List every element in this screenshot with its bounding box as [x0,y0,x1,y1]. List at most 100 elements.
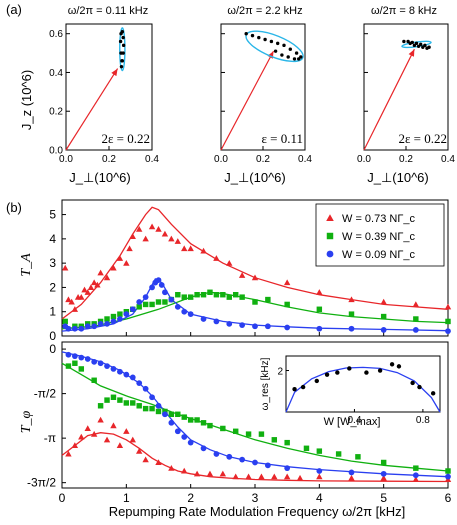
data-point [71,306,79,312]
y-tick-label: -π [44,431,56,445]
data-point [265,296,271,303]
data-point [110,394,117,401]
data-point [355,454,361,460]
data-point [181,308,188,315]
data-point [348,474,355,481]
data-point [213,291,220,298]
panel-a1-x-axis-label: J_⊥(10^6) [69,170,131,185]
data-point [252,459,258,466]
data-point [347,366,352,371]
x-tick-label: 0.0 [214,154,228,165]
data-point [181,294,187,300]
data-point [335,451,342,457]
panel-a1-annotation: 2ε = 0.22 [101,131,150,146]
x-tick-label: 0 [59,491,66,505]
data-point [245,473,252,480]
data-point [136,403,142,409]
data-point [155,408,162,415]
x-tick-label: 0.2 [256,154,270,165]
data-point [142,301,149,308]
data-point [284,465,291,472]
data-point [94,281,101,288]
data-point [194,417,200,423]
fit-curve [61,362,449,472]
legend-marker [326,250,334,258]
data-point [104,320,110,327]
data-point [193,470,201,477]
panel-a1-title: ω/2π = 0.11 kHz [68,5,148,17]
panel-a-label: (a) [6,2,22,17]
data-point [380,298,387,305]
x-tick-label: 0.2 [102,154,116,165]
data-point [104,363,110,369]
fit-curve [61,351,449,478]
data-point [263,37,267,42]
legend-label: W = 0.39 NΓ_c [342,231,416,243]
data-point [416,44,421,48]
data-point [292,386,297,392]
y-tick-label: 1 [49,305,56,319]
data-point [104,316,110,322]
data-point [232,473,239,480]
data-point [181,467,188,474]
data-point [412,327,419,333]
data-point [149,284,155,291]
panel-b-x-axis-label: Repumping Rate Modulation Frequency ω/2π… [109,504,406,519]
data-point [91,323,98,330]
data-point [232,428,239,435]
fit-curve [61,291,449,330]
data-point [110,264,117,271]
data-point [412,43,417,48]
data-point [389,362,395,367]
data-point [65,351,72,358]
panel-a1-y-axis-label: J_z (10^6) [19,70,34,130]
data-point [71,442,79,449]
data-point [72,360,78,366]
data-point [103,274,111,281]
panel-a3-title: ω/2π = 8 kHz [371,5,437,17]
data-point [283,279,291,286]
x-tick-label: 0.4 [347,415,361,426]
legend: W = 0.73 NΓ_c W = 0.39 NΓ_c W = 0.09 NΓ_c [315,203,445,267]
data-point [324,372,330,377]
data-point [316,306,323,313]
data-point [377,368,383,373]
data-point [244,31,248,36]
data-point [421,45,425,49]
panel-a3-x-axis-label: J_⊥(10^6) [367,170,429,185]
data-point [402,39,406,44]
vector-arrow [363,48,415,151]
data-point [412,472,419,479]
data-point [78,433,85,440]
data-point [117,397,123,403]
data-point [142,405,149,412]
data-point [129,374,136,381]
data-point [81,286,88,293]
panel-a3-annotation: 2ε = 0.22 [398,131,447,146]
inset-frame [285,355,441,413]
data-point [155,402,162,409]
data-point [252,299,258,305]
panel-b-bottom-y-axis-label: T_φ [19,410,34,433]
data-point [126,245,133,252]
data-point [155,459,162,466]
y-tick-label: 0 [49,329,56,343]
data-point [149,394,155,401]
vector-arrow [220,50,275,151]
data-point [162,299,168,305]
svg-text:T_φ: T_φ [19,410,34,433]
data-point [213,318,220,325]
y-tick-label: 0.2 [49,107,63,118]
data-point [91,377,97,383]
x-tick-label: 1 [123,491,130,505]
data-point [200,445,207,452]
data-point [200,420,207,426]
data-point [78,293,85,300]
data-point [187,294,194,300]
data-point [283,473,291,480]
data-point [417,384,422,390]
data-point [65,325,72,332]
data-point [213,255,220,261]
x-tick-label: 0.2 [399,154,413,165]
